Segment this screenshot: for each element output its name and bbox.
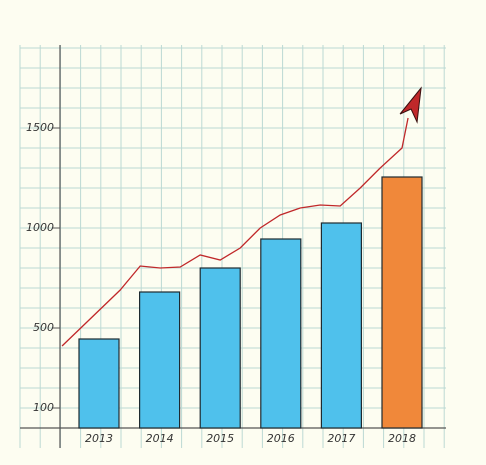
- bar: [78, 338, 120, 429]
- x-tick-label: 2018: [388, 432, 416, 445]
- arrow-head: [399, 86, 422, 124]
- y-tick-label: 1000: [26, 221, 54, 234]
- trend-line: [61, 117, 409, 347]
- x-tick-label: 2017: [327, 432, 355, 445]
- x-tick-label: 2016: [267, 432, 295, 445]
- x-tick-label: 2013: [85, 432, 113, 445]
- y-tick-label: 1500: [26, 121, 54, 134]
- x-tick-label: 2014: [146, 432, 174, 445]
- bar: [139, 291, 181, 429]
- y-tick-label: 500: [33, 321, 54, 334]
- x-tick-label: 2015: [206, 432, 234, 445]
- bar: [381, 176, 423, 429]
- bar: [320, 222, 362, 429]
- y-tick-label: 100: [33, 401, 54, 414]
- bar: [199, 267, 241, 429]
- bar: [260, 238, 302, 429]
